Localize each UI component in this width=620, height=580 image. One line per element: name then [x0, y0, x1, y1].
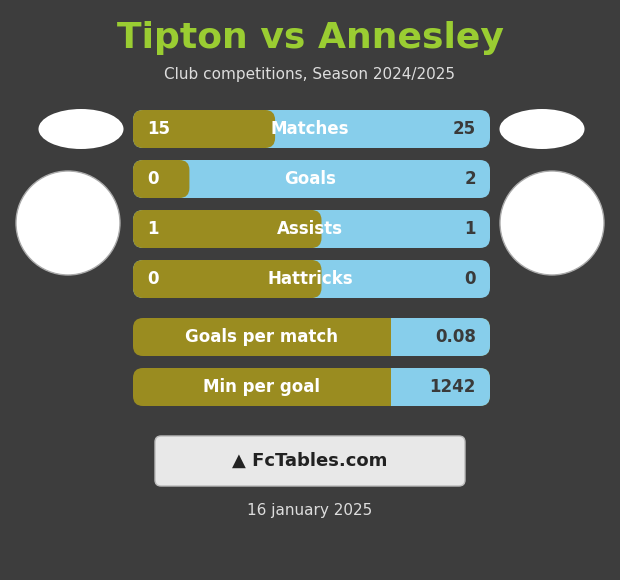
Bar	[143, 110, 266, 148]
Text: Goals per match: Goals per match	[185, 328, 338, 346]
FancyBboxPatch shape	[133, 318, 490, 356]
FancyBboxPatch shape	[133, 260, 490, 298]
Text: 0.08: 0.08	[435, 328, 476, 346]
FancyBboxPatch shape	[133, 368, 490, 406]
Text: Hattricks: Hattricks	[267, 270, 353, 288]
Text: 1242: 1242	[430, 378, 476, 396]
Text: Min per goal: Min per goal	[203, 378, 320, 396]
Ellipse shape	[500, 109, 585, 149]
Bar	[143, 160, 180, 198]
Text: 1: 1	[147, 220, 159, 238]
FancyBboxPatch shape	[133, 210, 322, 248]
FancyBboxPatch shape	[380, 368, 490, 406]
Ellipse shape	[38, 109, 123, 149]
Circle shape	[16, 171, 120, 275]
Circle shape	[500, 171, 604, 275]
Bar	[143, 260, 312, 298]
Text: 25: 25	[453, 120, 476, 138]
Text: Tipton vs Annesley: Tipton vs Annesley	[117, 21, 503, 55]
Text: 15: 15	[147, 120, 170, 138]
FancyBboxPatch shape	[133, 260, 322, 298]
Bar	[143, 210, 312, 248]
Text: 0: 0	[147, 170, 159, 188]
Text: 2: 2	[464, 170, 476, 188]
Text: 1: 1	[464, 220, 476, 238]
FancyBboxPatch shape	[133, 210, 490, 248]
FancyBboxPatch shape	[133, 110, 490, 148]
Text: Goals: Goals	[284, 170, 336, 188]
FancyBboxPatch shape	[155, 436, 465, 486]
FancyBboxPatch shape	[133, 110, 275, 148]
FancyBboxPatch shape	[380, 318, 490, 356]
Text: Club competitions, Season 2024/2025: Club competitions, Season 2024/2025	[164, 67, 456, 82]
Text: 0: 0	[464, 270, 476, 288]
Bar	[380, 318, 391, 356]
FancyBboxPatch shape	[133, 160, 490, 198]
Text: 16 january 2025: 16 january 2025	[247, 503, 373, 519]
FancyBboxPatch shape	[133, 160, 190, 198]
Bar	[380, 368, 391, 406]
Text: 0: 0	[147, 270, 159, 288]
Text: ▲ FcTables.com: ▲ FcTables.com	[232, 452, 388, 470]
Text: Matches: Matches	[271, 120, 349, 138]
Text: Assists: Assists	[277, 220, 343, 238]
